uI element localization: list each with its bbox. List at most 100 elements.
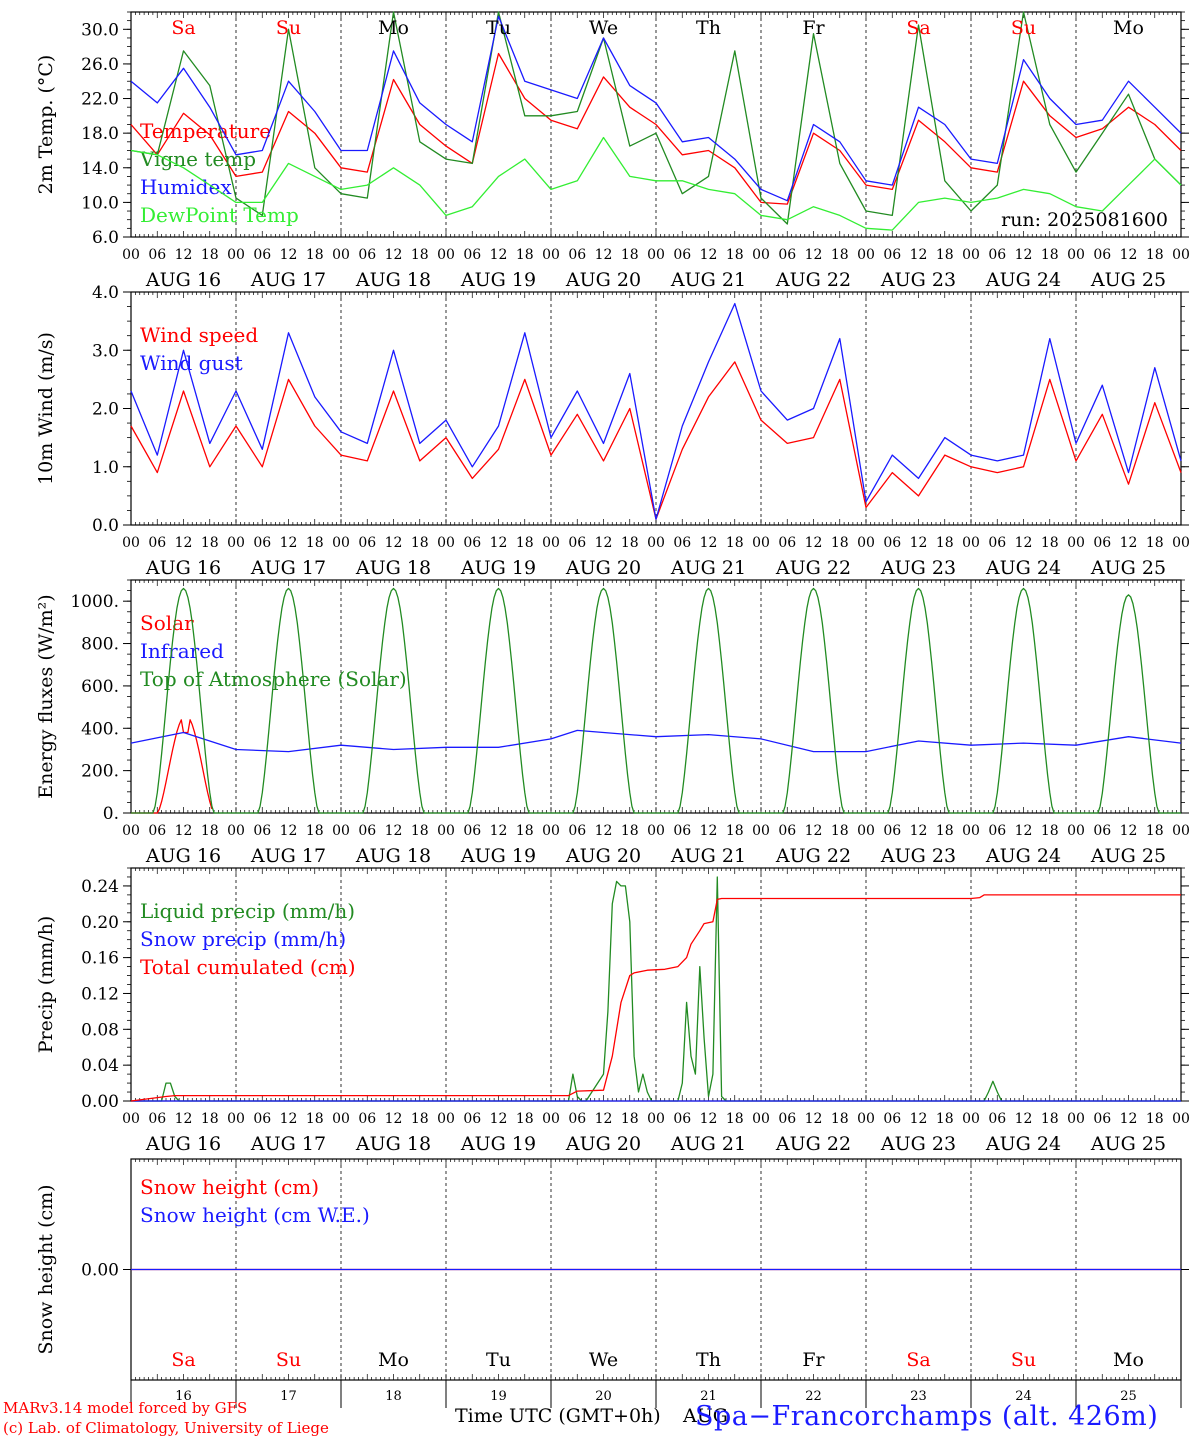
date-label: AUG 25: [1090, 557, 1166, 579]
date-label: AUG 16: [145, 269, 221, 291]
y-tick-label: 10.0: [81, 193, 119, 213]
hour-tick-label: 06: [778, 535, 796, 551]
hour-tick-label: 12: [280, 247, 298, 263]
date-label: AUG 16: [145, 557, 221, 579]
day-number-label: 21: [700, 1389, 717, 1404]
date-label: AUG 22: [775, 845, 851, 867]
date-label: AUG 20: [565, 1133, 641, 1155]
hour-tick-label: 18: [306, 247, 324, 263]
date-label: AUG 18: [355, 845, 431, 867]
series-line-total-cumulated-cm-: [130, 894, 1181, 1102]
hour-tick-label: 00: [122, 535, 140, 551]
date-label: AUG 19: [460, 845, 536, 867]
day-number-label: 20: [595, 1389, 612, 1404]
date-label: AUG 21: [670, 557, 746, 579]
series-line-humidex: [130, 15, 1182, 202]
hour-tick-label: 18: [621, 247, 639, 263]
hour-tick-label: 06: [1093, 1111, 1111, 1127]
hour-tick-label: 12: [490, 535, 508, 551]
hour-tick-label: 06: [253, 823, 271, 839]
legend-entry: DewPoint Temp: [140, 203, 299, 227]
hour-tick-label: 18: [201, 1111, 219, 1127]
hour-tick-label: 18: [306, 535, 324, 551]
date-label: AUG 16: [145, 845, 221, 867]
y-tick-label: 18.0: [81, 124, 119, 144]
hour-tick-label: 06: [463, 247, 481, 263]
hour-tick-label: 06: [253, 247, 271, 263]
hour-tick-label: 00: [1172, 247, 1190, 263]
hour-tick-label: 06: [778, 247, 796, 263]
hour-tick-label: 18: [411, 1111, 429, 1127]
hour-tick-label: 00: [332, 823, 350, 839]
hour-tick-label: 12: [1015, 535, 1033, 551]
date-label: AUG 19: [460, 269, 536, 291]
date-label: AUG 18: [355, 1133, 431, 1155]
hour-tick-label: 18: [1146, 247, 1164, 263]
hour-tick-label: 06: [673, 535, 691, 551]
hour-tick-label: 12: [175, 535, 193, 551]
legend-entry: Snow precip (mm/h): [140, 927, 346, 951]
hour-tick-label: 18: [1146, 823, 1164, 839]
hour-tick-label: 12: [700, 247, 718, 263]
weekday-label: Tu: [486, 1349, 511, 1371]
panel-1: [123, 11, 1189, 238]
hour-tick-label: 06: [148, 1111, 166, 1127]
hour-tick-label: 06: [358, 247, 376, 263]
hour-tick-label: 18: [411, 247, 429, 263]
day-number-label: 16: [175, 1389, 192, 1404]
hour-tick-label: 06: [1093, 247, 1111, 263]
y-tick-label: 4.0: [92, 283, 119, 303]
date-label: AUG 25: [1090, 269, 1166, 291]
hour-tick-label: 12: [910, 823, 928, 839]
hour-tick-label: 18: [831, 247, 849, 263]
hour-tick-label: 00: [752, 823, 770, 839]
hour-tick-label: 06: [148, 535, 166, 551]
hour-tick-label: 12: [385, 1111, 403, 1127]
time-axis-label: Time UTC (GMT+0h): [455, 1405, 661, 1427]
hour-tick-label: 18: [306, 823, 324, 839]
hour-tick-label: 00: [752, 535, 770, 551]
hour-tick-label: 12: [910, 247, 928, 263]
hour-tick-label: 12: [1015, 823, 1033, 839]
weekday-label: Sa: [171, 1349, 195, 1371]
legend-entry: Wind speed: [140, 323, 258, 347]
legend-entry: Vigne temp: [139, 147, 256, 171]
hour-tick-label: 12: [700, 823, 718, 839]
hour-tick-label: 06: [673, 823, 691, 839]
date-label: AUG 16: [145, 1133, 221, 1155]
hour-tick-label: 18: [516, 535, 534, 551]
hour-tick-label: 18: [411, 823, 429, 839]
weekday-label: Sa: [171, 17, 195, 39]
day-number-label: 19: [490, 1389, 507, 1404]
weekday-label: Mo: [378, 1349, 409, 1371]
hour-tick-label: 00: [1067, 1111, 1085, 1127]
hour-tick-label: 00: [1067, 247, 1085, 263]
date-label: AUG 25: [1090, 845, 1166, 867]
hour-tick-label: 06: [253, 1111, 271, 1127]
y-tick-label: 2.0: [92, 400, 119, 420]
hour-tick-label: 18: [936, 823, 954, 839]
hour-tick-label: 18: [1041, 823, 1059, 839]
hour-tick-label: 00: [332, 247, 350, 263]
y-tick-label: 1000.: [70, 592, 119, 612]
weekday-label: Mo: [1113, 17, 1144, 39]
hour-tick-label: 12: [805, 1111, 823, 1127]
date-label: AUG 17: [250, 269, 326, 291]
date-label: AUG 21: [670, 845, 746, 867]
legend-entry: Infrared: [140, 639, 224, 663]
hour-tick-label: 00: [857, 823, 875, 839]
hour-tick-label: 06: [568, 1111, 586, 1127]
hour-tick-label: 00: [122, 823, 140, 839]
day-number-label: 17: [280, 1389, 297, 1404]
hour-tick-label: 00: [542, 1111, 560, 1127]
y-axis-label: Energy fluxes (W/m²): [35, 594, 57, 798]
date-label: AUG 20: [565, 557, 641, 579]
day-number-label: 18: [385, 1389, 402, 1404]
hour-tick-label: 06: [358, 1111, 376, 1127]
hour-tick-label: 18: [1041, 535, 1059, 551]
hour-tick-label: 06: [883, 1111, 901, 1127]
hour-tick-label: 12: [1120, 535, 1138, 551]
date-label: AUG 24: [985, 557, 1061, 579]
weekday-label: Fr: [802, 17, 825, 39]
legend-entry: Liquid precip (mm/h): [140, 899, 355, 923]
